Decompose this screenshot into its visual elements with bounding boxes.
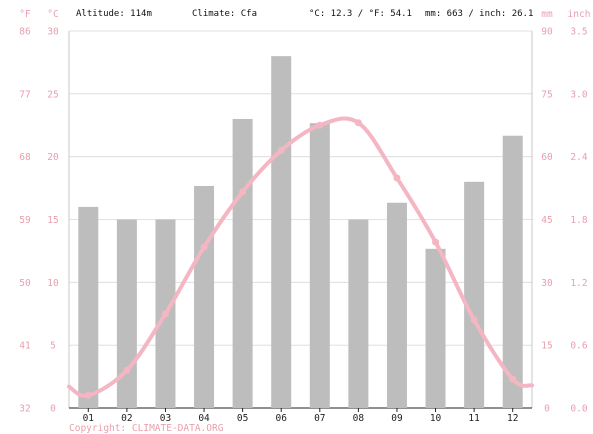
precipitation-bar-02: [116, 219, 137, 408]
month-label-01: 01: [83, 413, 95, 424]
precipitation-bar-12: [502, 135, 523, 408]
altitude-label: Altitude: 114m: [76, 9, 152, 19]
tick-label-left-outer: 32: [19, 404, 30, 415]
tick-label-left-inner: 0: [50, 404, 56, 415]
month-label-02: 02: [121, 413, 132, 424]
precipitation-bar-01: [78, 206, 99, 408]
tick-label-left-outer: 77: [19, 89, 30, 100]
tick-label-left-inner: 25: [47, 89, 58, 100]
precipitation-bar-09: [386, 202, 407, 408]
tick-label-left-outer: 68: [19, 152, 31, 163]
tick-label-right-inner: 0: [544, 404, 550, 415]
month-label-11: 11: [468, 413, 480, 424]
tick-label-right-outer: 2.4: [570, 152, 587, 163]
temperature-point-04: [200, 243, 208, 251]
precipitation-bar-07: [309, 123, 330, 409]
tick-label-right-outer: 1.8: [570, 215, 587, 226]
tick-label-left-outer: 50: [19, 278, 31, 289]
tick-label-left-inner: 20: [47, 152, 59, 163]
tick-label-left-inner: 5: [50, 341, 56, 352]
tick-label-left-outer: 41: [19, 341, 31, 352]
unit-mm-label: mm: [541, 9, 553, 20]
temperature-point-10: [432, 238, 440, 246]
unit-celsius-label: °C: [47, 9, 58, 20]
month-label-05: 05: [237, 413, 248, 424]
copyright-label: Copyright: CLIMATE-DATA.ORG: [69, 423, 224, 434]
tick-label-right-inner: 45: [541, 215, 552, 226]
month-label-07: 07: [314, 413, 325, 424]
precipitation-bar-05: [232, 118, 253, 408]
tick-label-right-inner: 30: [541, 278, 553, 289]
temperature-point-03: [161, 310, 169, 318]
tick-label-right-outer: 0.0: [570, 404, 587, 415]
tick-label-right-outer: 3.0: [570, 89, 587, 100]
tick-label-right-inner: 15: [541, 341, 552, 352]
precipitation-bar-11: [464, 181, 485, 408]
month-label-09: 09: [391, 413, 403, 424]
unit-inch-label: inch: [568, 9, 591, 20]
temperature-point-12: [509, 375, 517, 383]
month-label-12: 12: [507, 413, 518, 424]
tick-label-left-outer: 86: [19, 27, 31, 38]
precipitation-bar-10: [425, 248, 446, 408]
temperature-point-05: [239, 188, 247, 196]
unit-fahrenheit-label: °F: [19, 9, 31, 20]
temperature-point-07: [316, 121, 324, 129]
tick-label-left-inner: 30: [47, 27, 59, 38]
tick-label-right-outer: 1.2: [570, 278, 587, 289]
tick-label-right-inner: 90: [541, 27, 553, 38]
tick-label-left-outer: 59: [19, 215, 31, 226]
precipitation-bar-06: [271, 56, 292, 409]
temperature-point-06: [277, 146, 285, 154]
tick-label-right-outer: 3.5: [570, 27, 587, 38]
tick-label-left-inner: 10: [47, 278, 59, 289]
temperature-point-02: [123, 366, 131, 374]
temperature-point-11: [470, 316, 478, 324]
month-label-08: 08: [353, 413, 365, 424]
temperature-point-09: [393, 174, 401, 182]
tick-label-right-inner: 60: [541, 152, 553, 163]
precipitation-bar-08: [348, 219, 369, 408]
temperature-average: °C: 12.3 / °F: 54.1: [309, 9, 412, 19]
temperature-line: [67, 116, 534, 398]
precipitation-bar-04: [194, 185, 215, 408]
temperature-point-01: [84, 391, 92, 399]
temperature-point-08: [354, 119, 362, 127]
month-label-03: 03: [160, 413, 171, 424]
tick-label-right-outer: 0.6: [570, 341, 587, 352]
tick-label-right-inner: 75: [541, 89, 552, 100]
tick-label-left-inner: 15: [47, 215, 58, 226]
month-label-06: 06: [275, 413, 287, 424]
precipitation-average: mm: 663 / inch: 26.1: [425, 9, 533, 19]
month-label-10: 10: [430, 413, 442, 424]
climate-label: Climate: Cfa: [192, 9, 257, 19]
month-label-04: 04: [198, 413, 210, 424]
